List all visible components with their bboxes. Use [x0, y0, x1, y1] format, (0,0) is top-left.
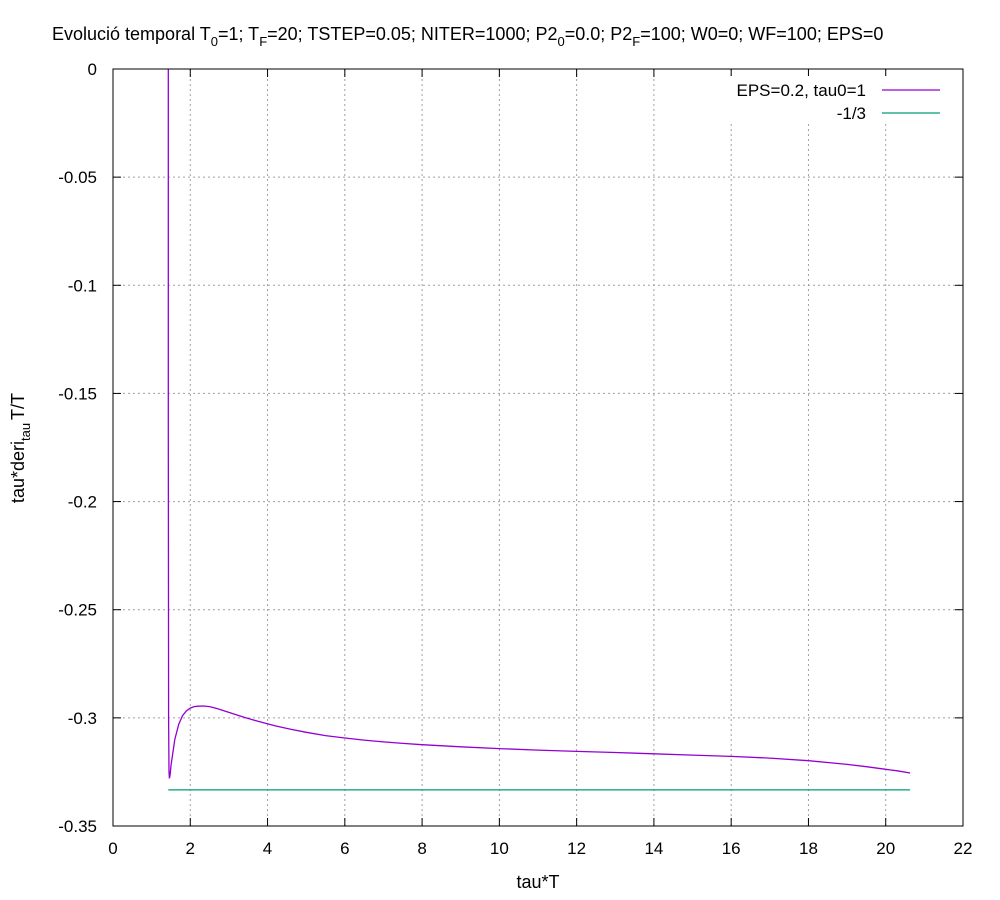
- x-tick-label: 4: [263, 839, 272, 858]
- title-part: =1; T: [218, 24, 259, 44]
- plot-frame: [112, 68, 964, 827]
- y-tick-label: -0.3: [68, 709, 97, 728]
- y-tick-label: -0.1: [68, 276, 97, 295]
- title-part: =20; TSTEP=0.05; NITER=1000; P2: [267, 24, 557, 44]
- ticks-layer: 0 2 4 6 8 10 12 14 16 18 20 22 0 -0.05 -0.1 -0.15 -0.2 -0…: [58, 60, 972, 858]
- y-axis-title-main: tau*deri: [8, 441, 28, 503]
- y-axis-title: tau*deritau T/T: [8, 393, 33, 503]
- chart-title: Evolució temporal T0=1; TF=20; TSTEP=0.0…: [52, 24, 883, 49]
- x-tick-label: 20: [876, 839, 895, 858]
- y-tick-label: -0.15: [58, 384, 97, 403]
- x-tick-label: 14: [644, 839, 663, 858]
- title-part: =100; W0=0; WF=100; EPS=0: [640, 24, 883, 44]
- x-tick-label: 2: [186, 839, 195, 858]
- title-part: 0: [211, 34, 218, 49]
- y-axis-title-tail: T/T: [8, 393, 28, 420]
- legend-label: -1/3: [837, 104, 866, 123]
- title-part: 0: [557, 34, 564, 49]
- x-tick-label: 18: [799, 839, 818, 858]
- title-part: F: [259, 34, 267, 49]
- x-axis-title: tau*T: [516, 872, 559, 892]
- y-tick-label: -0.25: [58, 601, 97, 620]
- legend: EPS=0.2, tau0=1 -1/3: [712, 76, 952, 124]
- y-tick-label: -0.35: [58, 817, 97, 836]
- grid-layer: [113, 69, 963, 826]
- x-tick-label: 10: [490, 839, 509, 858]
- x-tick-label: 6: [340, 839, 349, 858]
- x-tick-label: 0: [108, 839, 117, 858]
- x-tick-label: 22: [954, 839, 973, 858]
- title-part: F: [632, 34, 640, 49]
- y-tick-label: -0.2: [68, 493, 97, 512]
- legend-background: [712, 76, 952, 124]
- legend-label: EPS=0.2, tau0=1: [737, 81, 867, 100]
- title-part: =0.0; P2: [565, 24, 633, 44]
- x-tick-label: 16: [722, 839, 741, 858]
- y-axis-title-sub: tau: [18, 423, 33, 441]
- y-tick-label: -0.05: [58, 168, 97, 187]
- x-tick-label: 12: [567, 839, 586, 858]
- y-tick-label: 0: [88, 60, 97, 79]
- title-part: Evolució temporal T: [52, 24, 211, 44]
- series-line-1: [167, 69, 911, 779]
- x-tick-label: 8: [417, 839, 426, 858]
- series-layer: [167, 69, 911, 791]
